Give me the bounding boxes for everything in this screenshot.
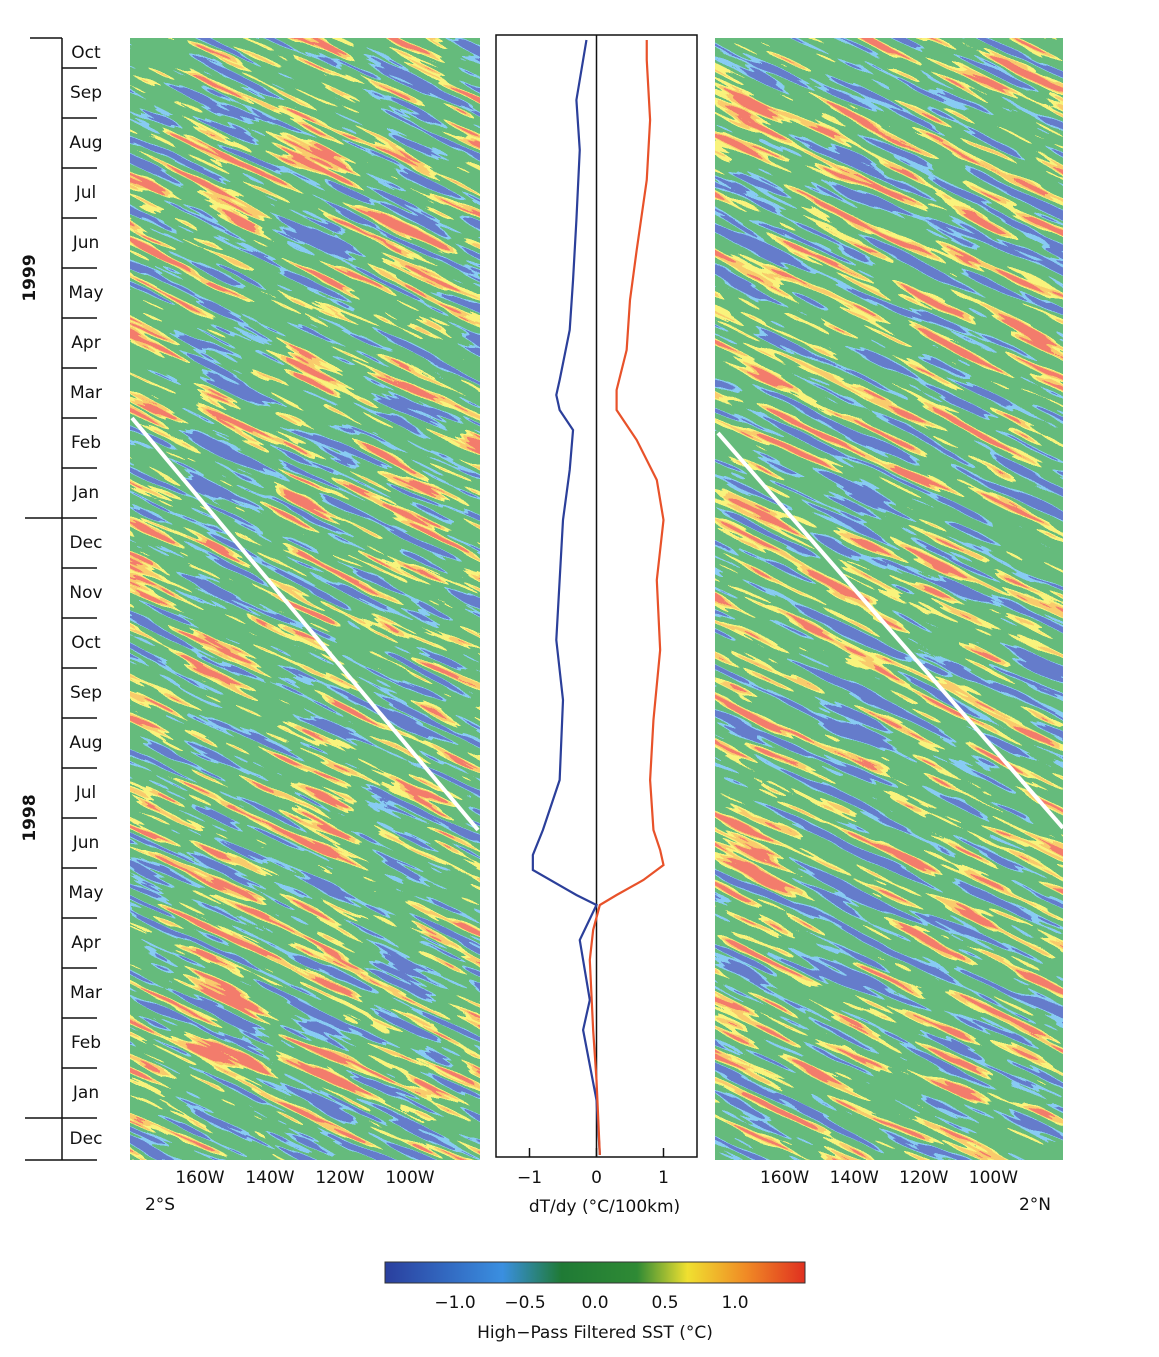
propagation-line: [716, 431, 1065, 830]
month-label: Jan: [72, 483, 99, 503]
month-label: Apr: [71, 933, 100, 953]
x-tick-label: 120W: [899, 1168, 948, 1188]
month-label: Jan: [72, 1083, 99, 1103]
gradient-line: [588, 40, 665, 1156]
month-label: Feb: [71, 433, 101, 453]
month-label: Nov: [69, 583, 102, 603]
month-label: Dec: [70, 533, 103, 553]
colorbar-tick-label: 0.5: [651, 1293, 678, 1313]
x-tick-label: 100W: [385, 1168, 434, 1188]
panel-label: 2°N: [1019, 1195, 1051, 1215]
month-label: Mar: [70, 983, 102, 1003]
colorbar: [384, 1261, 806, 1284]
x-tick-label: 1: [658, 1168, 669, 1188]
sst-field: [715, 38, 1063, 1160]
month-label: Feb: [71, 1033, 101, 1053]
month-label: Aug: [69, 133, 102, 153]
propagation-line: [130, 416, 480, 832]
month-label: Jun: [72, 833, 100, 853]
month-label: Jun: [72, 233, 100, 253]
colorbar-tick-label: 0.0: [581, 1293, 608, 1313]
month-label: Mar: [70, 383, 102, 403]
x-tick-label: 120W: [315, 1168, 364, 1188]
month-label: Oct: [71, 43, 101, 63]
x-tick-label: 100W: [969, 1168, 1018, 1188]
x-tick-label: 160W: [760, 1168, 809, 1188]
year-label: 1998: [20, 794, 40, 841]
month-label: Sep: [70, 83, 102, 103]
month-label: Sep: [70, 683, 102, 703]
colorbar-label: High−Pass Filtered SST (°C): [477, 1323, 713, 1343]
colorbar-tick-label: −1.0: [434, 1293, 475, 1313]
x-tick-label: 140W: [830, 1168, 879, 1188]
month-label: May: [68, 283, 103, 303]
sst-panel: [130, 38, 480, 1160]
x-tick-label: −1: [517, 1168, 542, 1188]
colorbar-tick-label: 1.0: [721, 1293, 748, 1313]
sst-field: [130, 38, 480, 1160]
month-label: May: [68, 883, 103, 903]
panel-label: 2°S: [145, 1195, 175, 1215]
sst-texture: [130, 38, 480, 1160]
sst-texture: [715, 38, 1063, 1160]
month-label: Aug: [69, 733, 102, 753]
x-tick-label: 160W: [175, 1168, 224, 1188]
month-label: Oct: [71, 633, 101, 653]
month-label: Jul: [75, 783, 97, 803]
month-label: Dec: [70, 1129, 103, 1149]
x-tick-label: 140W: [245, 1168, 294, 1188]
month-label: Apr: [71, 333, 100, 353]
x-axis-title: dT/dy (°C/100km): [529, 1197, 680, 1217]
year-label: 1999: [20, 254, 40, 301]
x-tick-label: 0: [591, 1168, 602, 1188]
month-label: Jul: [75, 183, 97, 203]
sst-panel: [715, 38, 1063, 1160]
gradient-line: [531, 39, 601, 1156]
colorbar-tick-label: −0.5: [504, 1293, 545, 1313]
